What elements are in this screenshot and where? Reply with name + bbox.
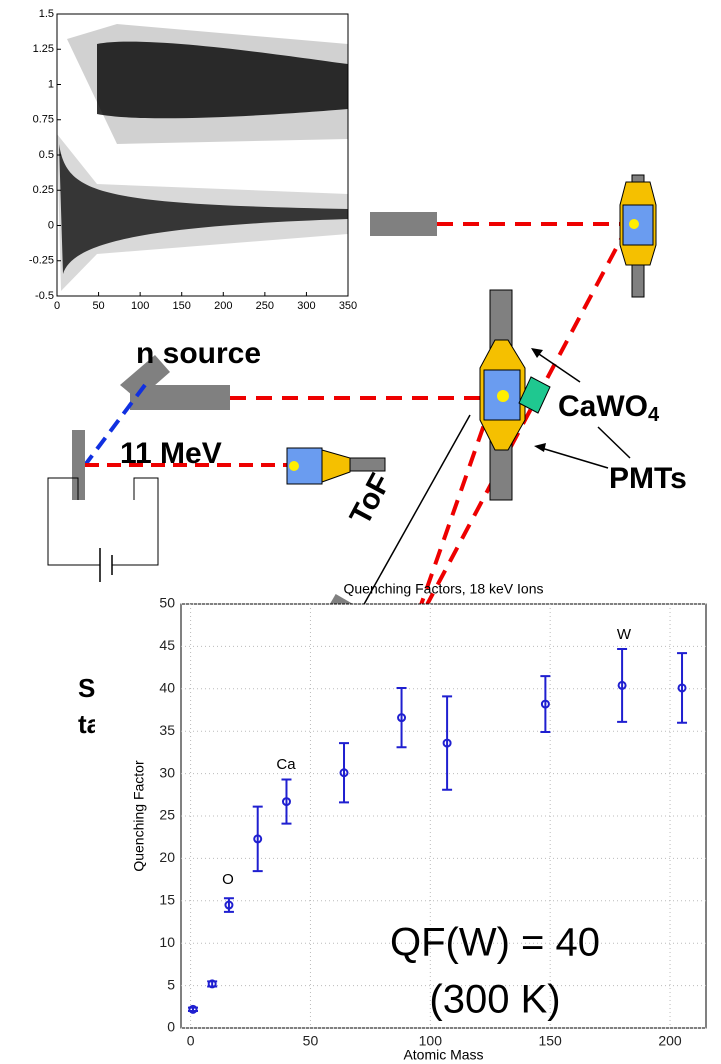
x-tick-label: 350 xyxy=(339,300,357,312)
pmt-rod xyxy=(349,457,386,472)
x-tick-label: 300 xyxy=(297,300,315,312)
x-tick-label: 200 xyxy=(658,1033,682,1049)
data-point xyxy=(442,738,452,748)
y-tick-label: 45 xyxy=(159,637,175,653)
pointer xyxy=(597,426,631,459)
plot-area xyxy=(180,603,707,1029)
x-tick-label: 150 xyxy=(538,1033,562,1049)
error-bar xyxy=(281,778,292,825)
data-point xyxy=(677,683,687,693)
y-tick-label: 0 xyxy=(167,1019,175,1035)
data-point xyxy=(188,1004,198,1014)
arrowhead xyxy=(534,443,546,452)
y-tick-label: 10 xyxy=(159,934,175,950)
neutron-collimator xyxy=(370,212,437,236)
y-tick-label: 35 xyxy=(159,722,175,738)
error-bar xyxy=(223,897,234,913)
error-bar xyxy=(396,686,407,749)
y-tick-label: 20 xyxy=(159,849,175,865)
data-point xyxy=(224,900,234,910)
beam-spot xyxy=(289,461,299,471)
x-tick-label: 100 xyxy=(419,1033,443,1049)
density-band xyxy=(97,41,348,119)
diagram: n source 11 MeV ToF CaWO4 PMTs Sp ta xyxy=(47,174,687,739)
errorbar-chart: Quenching Factors, 18 keV Ions Atomic Mas… xyxy=(95,581,721,1064)
data-point xyxy=(253,834,263,844)
label: n source xyxy=(136,337,261,370)
y-tick-label: 40 xyxy=(159,680,175,696)
label: ToF xyxy=(344,468,398,530)
y-tick-label: 15 xyxy=(159,892,175,908)
y-tick-label: 5 xyxy=(167,976,175,992)
cawo4-crystal xyxy=(518,376,551,414)
y-axis-label: Quenching Factor xyxy=(131,760,147,872)
x-tick-label: 0 xyxy=(54,300,60,312)
n-source-block xyxy=(120,355,170,400)
y-tick-label: -0.25 xyxy=(29,255,54,267)
error-bar xyxy=(617,647,628,723)
data-point xyxy=(540,699,550,709)
y-tick-label: 0 xyxy=(48,219,54,231)
data-point xyxy=(397,713,407,723)
annotation: QF(W) = 40 xyxy=(390,921,600,965)
label: PMTs xyxy=(609,462,687,495)
error-bar xyxy=(540,675,551,734)
x-axis-label: Atomic Mass xyxy=(403,1047,483,1063)
scatter-line xyxy=(398,401,494,666)
beam-spot xyxy=(629,219,639,229)
x-tick-label: 200 xyxy=(214,300,232,312)
circuit xyxy=(112,477,159,566)
arrow xyxy=(537,446,609,469)
error-bar xyxy=(677,652,688,724)
y-tick-label: 30 xyxy=(159,764,175,780)
x-tick-label: 150 xyxy=(173,300,191,312)
label-subscript: 4 xyxy=(648,404,660,426)
annotation: W xyxy=(617,626,632,643)
label: CaWO4 xyxy=(558,390,660,426)
chart-title: Quenching Factors, 18 keV Ions xyxy=(344,581,544,597)
error-bar xyxy=(252,805,263,873)
label: 11 MeV xyxy=(120,437,222,470)
y-tick-label: 0.25 xyxy=(33,184,54,196)
x-tick-label: 250 xyxy=(256,300,274,312)
label-text: CaWO xyxy=(558,390,648,423)
target xyxy=(72,430,85,500)
arrow xyxy=(532,349,581,383)
x-tick-label: 100 xyxy=(131,300,149,312)
data-point xyxy=(339,768,349,778)
annotation: O xyxy=(222,871,234,888)
error-bar xyxy=(442,695,453,791)
density-band xyxy=(59,144,348,274)
error-bar xyxy=(339,742,350,804)
y-tick-label: 50 xyxy=(159,595,175,611)
data-point xyxy=(617,680,627,690)
y-tick-label: 1.5 xyxy=(39,8,54,20)
x-tick-label: 0 xyxy=(187,1033,195,1049)
annotation: Ca xyxy=(276,756,296,773)
scatter-plot: 0 50 100 150 200 250 300 350 -0.5 -0.25 0 0.25 0.5 0.… xyxy=(29,8,357,312)
y-tick-label: -0.5 xyxy=(35,290,54,302)
annotation: (300 K) xyxy=(429,978,560,1022)
beam-spot xyxy=(497,390,509,402)
y-tick-label: 1.25 xyxy=(33,43,54,55)
y-tick-label: 0.75 xyxy=(33,114,54,126)
density-band xyxy=(67,24,348,144)
circuit xyxy=(47,477,100,566)
x-tick-label: 50 xyxy=(303,1033,319,1049)
data-point xyxy=(207,979,217,989)
y-tick-label: 25 xyxy=(159,807,175,823)
x-tick-label: 50 xyxy=(92,300,104,312)
data-point xyxy=(281,797,291,807)
n-source-block xyxy=(130,385,230,410)
arrowhead xyxy=(531,348,543,358)
density-band xyxy=(57,134,348,291)
pmt xyxy=(321,449,351,483)
y-tick-label: 1 xyxy=(48,78,54,90)
deuteron-beam xyxy=(83,383,147,467)
y-tick-label: 0.5 xyxy=(39,149,54,161)
